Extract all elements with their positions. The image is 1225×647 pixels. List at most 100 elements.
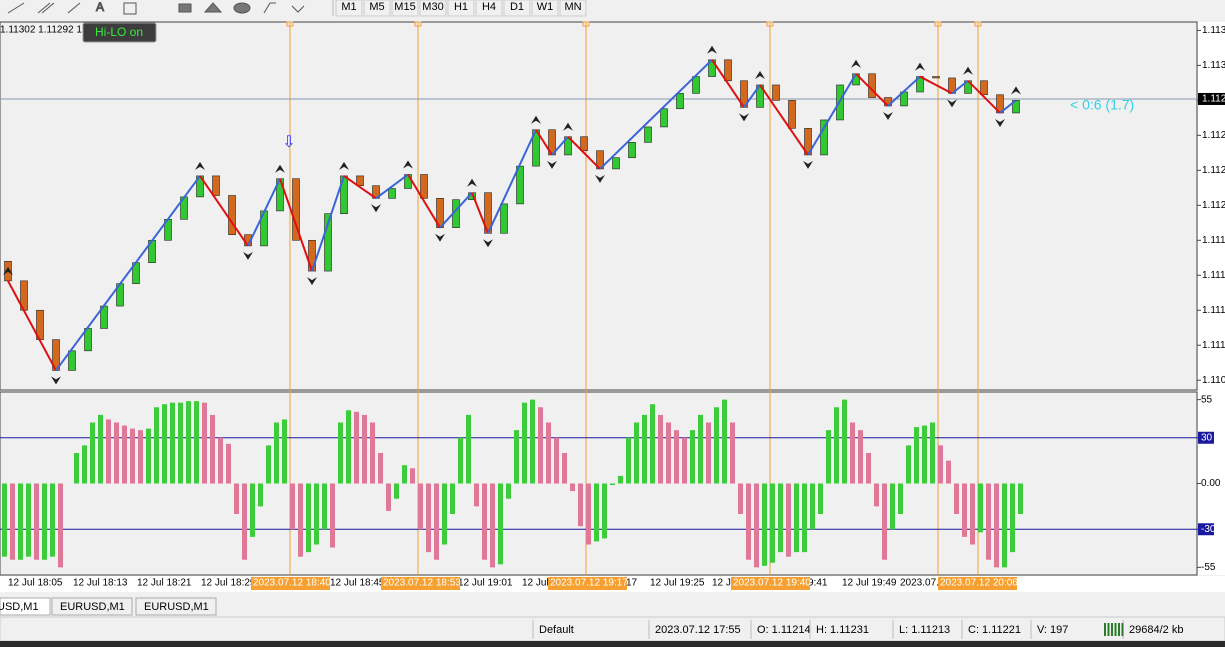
timeframe-label[interactable]: M30 [422, 1, 443, 13]
histogram-bar [538, 407, 543, 484]
tool-channel[interactable] [37, 2, 51, 14]
histogram-bar [978, 483, 983, 533]
tool-arrows[interactable] [291, 5, 305, 13]
histogram-bar [506, 483, 511, 499]
chart-tab[interactable] [0, 597, 51, 616]
time-highlight [251, 577, 330, 590]
timeframe-button[interactable] [503, 0, 531, 17]
candle [612, 157, 620, 170]
status-field: Default [539, 624, 574, 636]
chart-tab[interactable] [51, 597, 133, 616]
fractal-arrow [547, 160, 557, 169]
timeframe-button[interactable] [335, 0, 363, 17]
tool-line[interactable] [7, 2, 25, 14]
histogram-bar [666, 422, 671, 484]
tool-fibo-fan[interactable] [263, 2, 276, 14]
timeframe-button[interactable] [559, 0, 587, 17]
tool-ellipse[interactable] [233, 2, 251, 14]
zigzag-leg [375, 173, 409, 200]
status-field: O: 1.11214 [757, 624, 811, 636]
status-field: 2023.07.12 17:55 [655, 624, 741, 636]
timeframe-label[interactable]: MN [564, 1, 581, 13]
timeframe-button[interactable] [447, 0, 475, 17]
histogram-bar [586, 483, 591, 545]
tool-fibo[interactable] [67, 2, 81, 14]
histogram-bar [354, 411, 359, 484]
histogram-bar [994, 483, 999, 568]
time-highlight-label: 2023.07.12 19:40 [733, 578, 811, 589]
histogram-bar [322, 483, 327, 530]
timeframe-button[interactable] [531, 0, 559, 17]
tool-rect[interactable] [178, 3, 192, 13]
time-label: 9:41 [808, 578, 828, 589]
fractal-arrow [947, 99, 957, 108]
chart-tab[interactable] [135, 597, 217, 616]
hilo-button[interactable] [82, 22, 157, 43]
price-tick-label: 1.113 [1202, 60, 1225, 71]
toolbar [0, 0, 1225, 18]
timeframe-label[interactable]: M1 [341, 1, 356, 13]
zigzag-leg [247, 178, 281, 247]
traffic-icon [1111, 623, 1113, 636]
time-marker-handle [766, 21, 774, 27]
chart-tab-label[interactable]: USD,M1 [0, 601, 39, 613]
fractal-arrow [3, 266, 13, 275]
fractal-arrow [883, 111, 893, 120]
histogram-bar [458, 437, 463, 484]
timeframe-button[interactable] [363, 0, 391, 17]
timeframe-button[interactable] [475, 0, 503, 17]
tool-triangle[interactable] [203, 2, 223, 13]
timeframe-button[interactable] [419, 0, 447, 17]
histogram-bar [746, 483, 751, 560]
timeframe-label[interactable]: M5 [369, 1, 384, 13]
time-marker-handle [934, 21, 942, 27]
timeframe-button[interactable] [391, 0, 419, 17]
candle [804, 128, 812, 156]
time-label: 12 Jul [522, 578, 549, 589]
tool-text[interactable]: A [96, 0, 105, 15]
histogram-bar [18, 483, 23, 560]
histogram-bar [402, 465, 407, 484]
timeframe-label[interactable]: D1 [510, 1, 524, 13]
tool-label[interactable] [123, 2, 137, 15]
hilo-button-label[interactable]: Hi-LO on [95, 25, 143, 39]
time-label: 12 Jul 19:25 [650, 578, 705, 589]
histogram-bar [794, 483, 799, 553]
histogram-bar [162, 404, 167, 484]
fractal-arrow [995, 118, 1005, 127]
histogram-bar [42, 483, 47, 560]
chart-tab-label[interactable]: EURUSD,M1 [144, 601, 209, 613]
histogram-bar [482, 483, 487, 560]
histogram-bar [930, 422, 935, 484]
time-marker-handle [582, 21, 590, 27]
histogram-bar [130, 428, 135, 484]
timeframe-label[interactable]: H4 [482, 1, 496, 13]
fractal-arrow [851, 59, 861, 68]
zigzag-leg [311, 175, 345, 272]
histogram-bar [818, 483, 823, 514]
timeframe-label[interactable]: W1 [537, 1, 554, 13]
chart-tab-label[interactable]: EURUSD,M1 [60, 601, 125, 613]
histogram-bar [570, 483, 575, 492]
histogram-bar [378, 453, 383, 484]
candle [68, 350, 76, 371]
histogram-bar [218, 437, 223, 484]
time-marker-handle [414, 21, 422, 27]
histogram-bar [938, 445, 943, 484]
time-marker-handle [286, 21, 294, 27]
timeframe-label[interactable]: H1 [454, 1, 468, 13]
histogram-bar [1010, 483, 1015, 553]
price-tick-label: 1.112 [1202, 200, 1225, 211]
histogram-bar [234, 483, 239, 514]
time-marker-handle [974, 21, 982, 27]
histogram-bar [306, 483, 311, 553]
histogram-bar [610, 483, 615, 486]
histogram-bar [450, 483, 455, 514]
histogram-bar [530, 399, 535, 484]
histogram-bar [594, 483, 599, 542]
timeframe-label[interactable]: M15 [394, 1, 415, 13]
histogram-bar [498, 483, 503, 565]
histogram-bar [466, 414, 471, 484]
time-highlight [548, 577, 627, 590]
time-label: 12 Jul 18:05 [8, 578, 63, 589]
